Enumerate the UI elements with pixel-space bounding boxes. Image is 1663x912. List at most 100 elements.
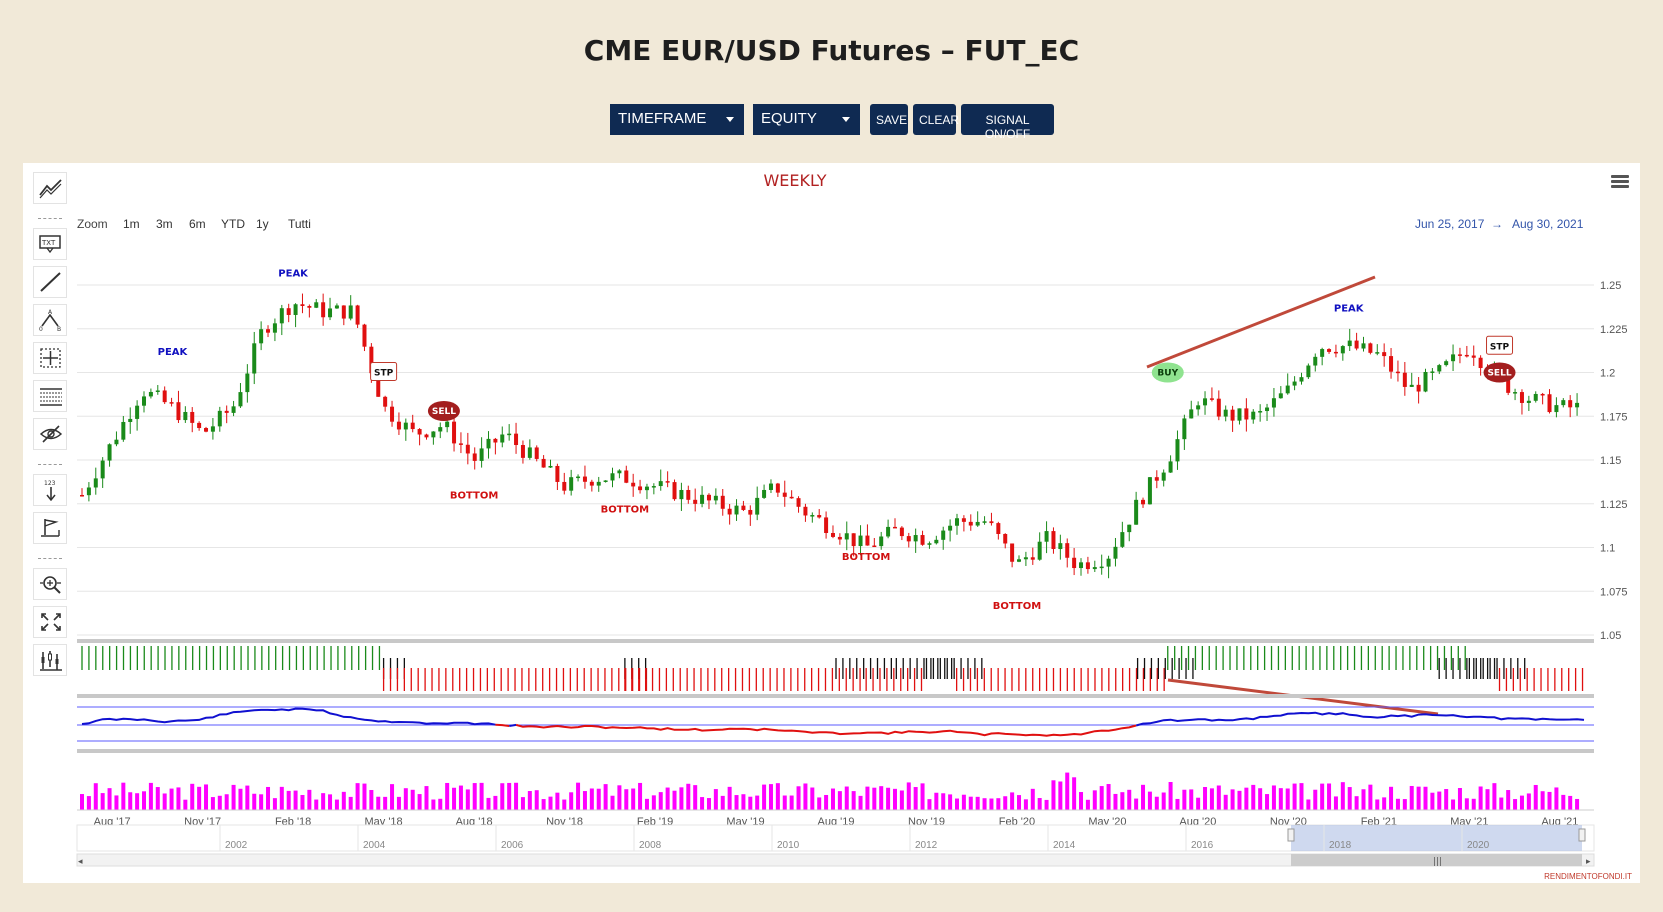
candle-body[interactable] [396, 421, 401, 430]
candle-body[interactable] [1051, 531, 1056, 550]
candle-body[interactable] [341, 305, 346, 319]
candle-body[interactable] [576, 476, 581, 479]
navigator-handle-right[interactable] [1578, 828, 1586, 842]
pane-separator[interactable] [77, 694, 1594, 698]
candle-body[interactable] [679, 489, 684, 500]
scroll-right-arrow-icon[interactable]: ▸ [1586, 857, 1591, 867]
candle-body[interactable] [1127, 524, 1132, 533]
candle-body[interactable] [259, 329, 264, 344]
horizontal-lines-icon[interactable] [33, 380, 67, 412]
annotation-bottom[interactable]: BOTTOM [601, 505, 649, 516]
range-to[interactable]: Aug 30, 2021 [1512, 217, 1584, 231]
candle-body[interactable] [596, 481, 601, 486]
indicators-icon[interactable] [33, 644, 67, 676]
candle-body[interactable] [734, 505, 739, 515]
annotation-sell[interactable]: SELL [427, 401, 460, 421]
candle-body[interactable] [1306, 365, 1311, 378]
annotation-peak[interactable]: PEAK [278, 268, 309, 279]
candle-body[interactable] [376, 373, 381, 397]
candle-body[interactable] [1347, 340, 1352, 347]
candle-body[interactable] [1237, 408, 1242, 421]
candle-body[interactable] [1313, 356, 1318, 366]
candle-body[interactable] [1437, 365, 1442, 372]
candle-body[interactable] [927, 543, 932, 545]
candle-body[interactable] [176, 402, 181, 421]
candle-body[interactable] [892, 526, 897, 529]
pane-separator[interactable] [77, 749, 1594, 753]
candle-body[interactable] [458, 443, 463, 445]
candle-body[interactable] [1506, 377, 1511, 393]
candle-body[interactable] [286, 308, 291, 315]
candle-body[interactable] [638, 486, 643, 491]
candle-body[interactable] [720, 495, 725, 509]
candle-body[interactable] [1519, 392, 1524, 403]
candle-body[interactable] [334, 305, 339, 309]
candle-body[interactable] [782, 492, 787, 497]
candle-body[interactable] [1065, 543, 1070, 558]
candle-body[interactable] [837, 536, 842, 540]
candle-body[interactable] [762, 489, 767, 498]
trendline-price[interactable] [1146, 275, 1376, 369]
candle-body[interactable] [803, 506, 808, 516]
candle-body[interactable] [445, 421, 450, 428]
hamburger-menu-icon[interactable] [1611, 175, 1629, 189]
candle-body[interactable] [1030, 557, 1035, 560]
candle-body[interactable] [817, 515, 822, 518]
candle-body[interactable] [1258, 411, 1263, 413]
candle-body[interactable] [975, 521, 980, 526]
candle-body[interactable] [727, 508, 732, 515]
candle-body[interactable] [169, 402, 174, 404]
fibonacci-icon[interactable]: A 0 B [33, 304, 67, 336]
candle-body[interactable] [700, 494, 705, 504]
candle-body[interactable] [1382, 352, 1387, 357]
candle-body[interactable] [1209, 398, 1214, 400]
text-annotation-icon[interactable]: TXT [33, 228, 67, 260]
candle-body[interactable] [672, 482, 677, 500]
candle-body[interactable] [1402, 372, 1407, 387]
candle-body[interactable] [300, 304, 305, 306]
candle-body[interactable] [631, 482, 636, 487]
candle-body[interactable] [1416, 384, 1421, 392]
candle-body[interactable] [858, 535, 863, 547]
candle-body[interactable] [231, 406, 236, 413]
candle-body[interactable] [272, 323, 277, 333]
candle-body[interactable] [438, 427, 443, 432]
clear-button[interactable]: CLEAR [913, 104, 959, 135]
candle-body[interactable] [1278, 393, 1283, 399]
candle-body[interactable] [1320, 349, 1325, 357]
candle-body[interactable] [93, 478, 98, 488]
candle-body[interactable] [1099, 566, 1104, 569]
timeframe-select[interactable]: TIMEFRAME [610, 104, 744, 135]
candle-body[interactable] [1154, 477, 1159, 481]
candle-body[interactable] [500, 434, 505, 443]
candle-body[interactable] [1003, 533, 1008, 544]
candle-body[interactable] [610, 473, 615, 481]
candle-body[interactable] [114, 439, 119, 445]
candle-body[interactable] [1010, 543, 1015, 562]
candle-body[interactable] [1340, 346, 1345, 354]
candle-body[interactable] [390, 406, 395, 422]
candle-body[interactable] [1575, 402, 1580, 408]
candle-body[interactable] [1168, 461, 1173, 473]
scroll-left-arrow-icon[interactable]: ◂ [78, 857, 83, 867]
zoom-button-tutti[interactable]: Tutti [288, 217, 311, 231]
candle-body[interactable] [1361, 343, 1366, 349]
candle-body[interactable] [686, 489, 691, 500]
candle-body[interactable] [1085, 562, 1090, 570]
candle-body[interactable] [245, 373, 250, 393]
candle-body[interactable] [713, 495, 718, 501]
candle-body[interactable] [527, 447, 532, 458]
zoom-button-6m[interactable]: 6m [189, 217, 206, 231]
candle-body[interactable] [1409, 384, 1414, 387]
candle-body[interactable] [968, 521, 973, 526]
candle-body[interactable] [651, 486, 656, 488]
candle-body[interactable] [1375, 352, 1380, 354]
candle-body[interactable] [886, 526, 891, 537]
candle-body[interactable] [603, 480, 608, 482]
candle-body[interactable] [796, 498, 801, 507]
candle-body[interactable] [1120, 532, 1125, 547]
zoom-button-1m[interactable]: 1m [123, 217, 140, 231]
candle-body[interactable] [1017, 559, 1022, 562]
candle-body[interactable] [1333, 351, 1338, 354]
navigator[interactable]: 2002 2004 2006 2008 2010 2012 2014 2016 2018 2020… [76, 824, 1595, 867]
